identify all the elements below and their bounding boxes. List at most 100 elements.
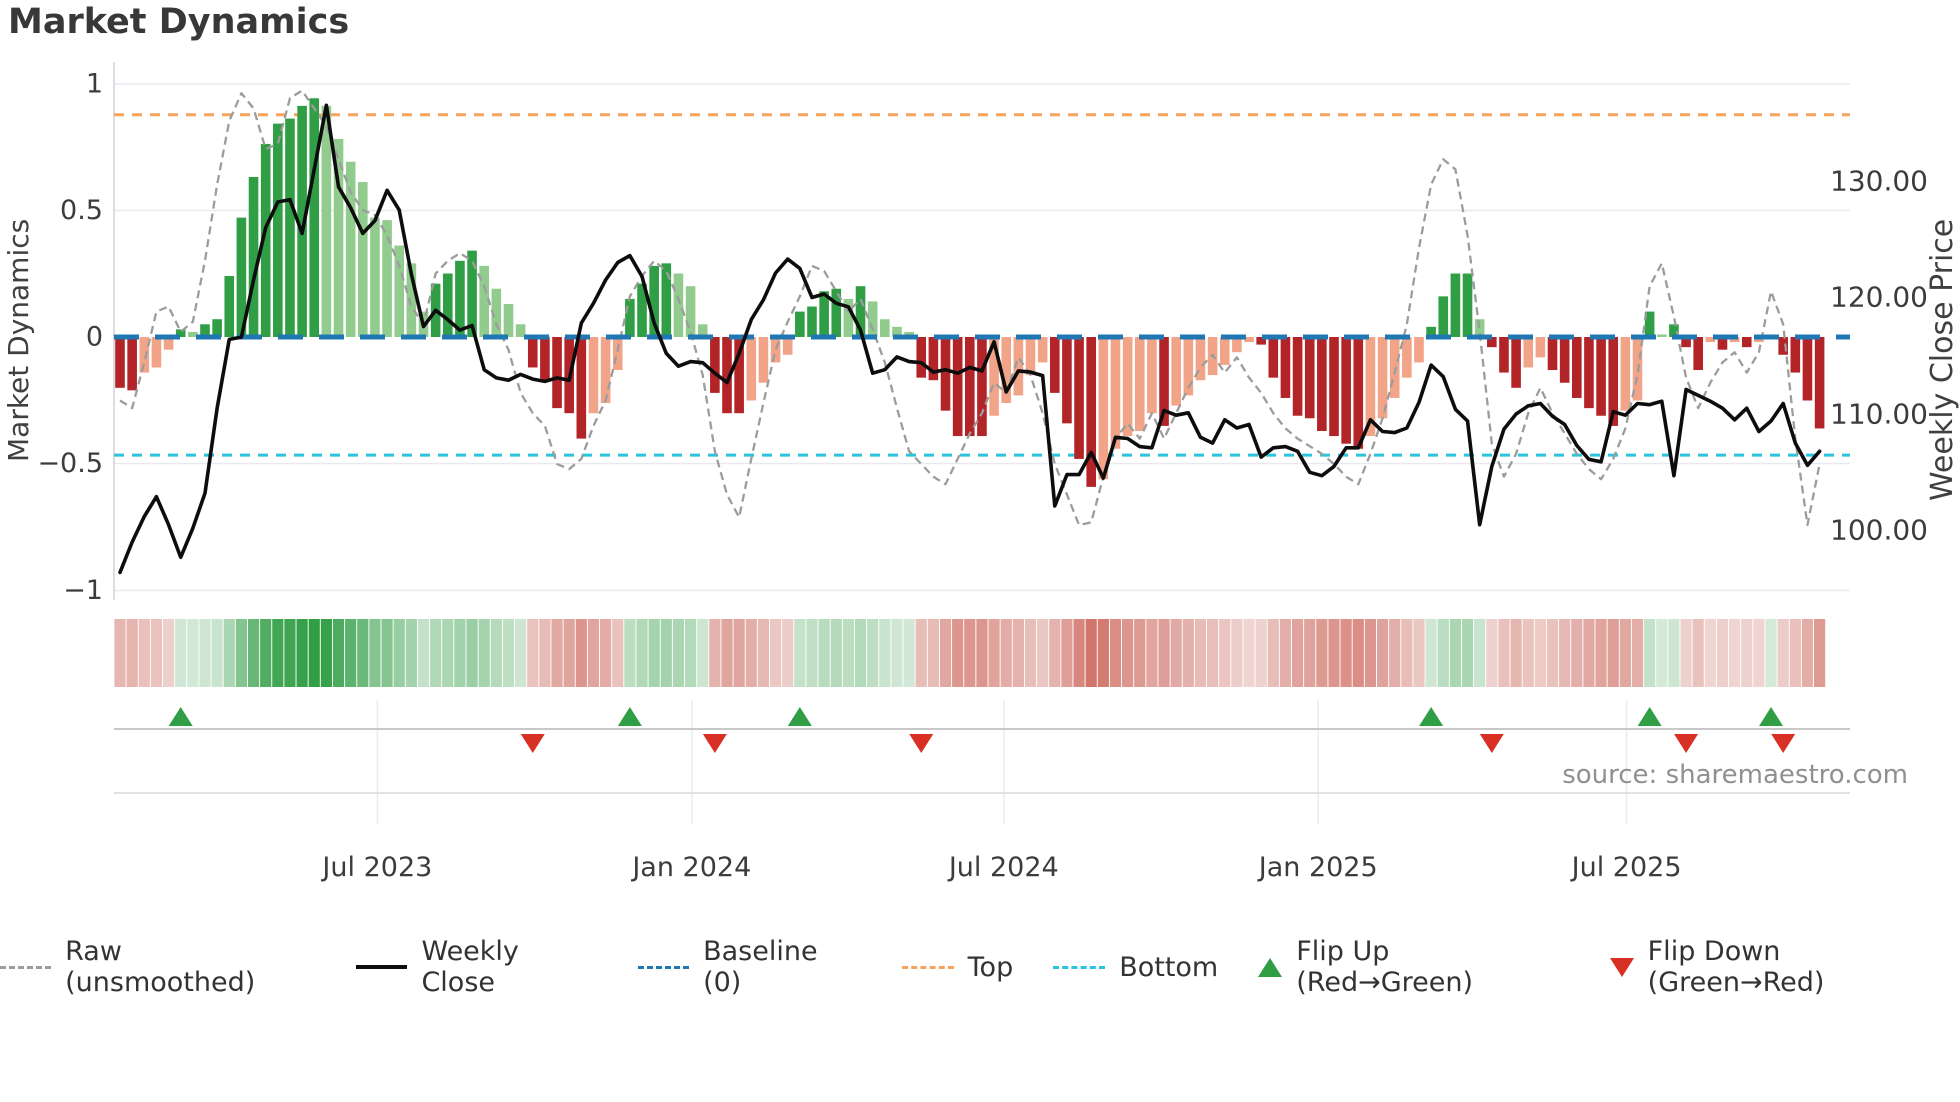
dynamics-bar xyxy=(989,337,999,416)
heatmap-cell xyxy=(1376,619,1389,687)
dynamics-bar xyxy=(673,273,684,337)
dynamics-bar xyxy=(1280,337,1291,398)
heatmap-cell xyxy=(1510,619,1522,687)
heatmap-cell xyxy=(357,619,369,687)
dynamics-bar xyxy=(1596,337,1606,416)
heatmap-cell xyxy=(1182,619,1194,687)
heatmap-cell xyxy=(721,619,733,687)
heatmap-cell xyxy=(1559,619,1571,687)
heatmap-cell xyxy=(1219,619,1231,687)
dynamics-bar xyxy=(867,301,878,337)
heatmap-cell xyxy=(782,619,794,687)
heatmap-cell xyxy=(175,619,187,687)
heatmap-cell xyxy=(757,619,770,687)
heatmap-cell xyxy=(381,619,393,687)
heatmap-cell xyxy=(1425,619,1437,687)
dynamics-bar xyxy=(1013,337,1024,396)
dynamics-bar xyxy=(1268,337,1279,378)
heatmap-cell xyxy=(430,619,442,687)
dynamics-bar xyxy=(612,337,623,371)
dynamics-bar xyxy=(1232,337,1242,353)
flip-up-marker xyxy=(1759,707,1784,726)
heatmap-cell xyxy=(454,619,466,687)
dynamics-bar xyxy=(1037,337,1048,363)
legend-label: Top xyxy=(967,951,1014,983)
heatmap-cell xyxy=(1024,619,1037,687)
dynamics-bar xyxy=(1256,337,1266,345)
dynamics-bar xyxy=(1681,337,1691,348)
legend-item: Baseline (0) xyxy=(637,936,862,998)
dynamics-bar xyxy=(515,324,526,337)
heatmap-cell xyxy=(1437,619,1449,687)
dynamics-bar xyxy=(649,265,659,337)
heatmap-cell xyxy=(1109,619,1122,687)
heatmap-cell xyxy=(199,619,211,687)
dynamics-bar xyxy=(1329,337,1339,437)
heatmap-cell xyxy=(417,619,430,687)
dynamics-bar xyxy=(540,337,550,381)
heatmap-cell xyxy=(891,619,903,687)
heatmap-cell xyxy=(1255,619,1267,687)
flip-down-marker xyxy=(1771,734,1796,753)
dynamics-bar xyxy=(115,337,125,388)
heatmap-cell xyxy=(1729,619,1741,687)
heatmap-cell xyxy=(515,619,527,687)
heatmap-cell xyxy=(915,619,927,687)
dynamics-bar xyxy=(552,337,562,409)
dynamics-bar xyxy=(625,298,635,337)
dynamics-bar xyxy=(904,331,914,337)
right-axis-tick: 120.00 xyxy=(1830,281,1928,314)
dashed-line-swatch-icon xyxy=(637,965,690,969)
dotted-line-swatch-icon xyxy=(1053,965,1106,969)
dynamics-bar xyxy=(1098,337,1109,480)
dynamics-bar xyxy=(588,337,599,414)
heatmap-cell xyxy=(1619,619,1631,687)
dynamics-bar xyxy=(333,138,344,337)
flip-up-marker xyxy=(1419,707,1444,726)
dynamics-bar xyxy=(273,123,283,337)
legend-item: Top xyxy=(901,951,1014,983)
dynamics-bar xyxy=(345,161,356,337)
dynamics-bar xyxy=(1389,337,1400,398)
heatmap-cell xyxy=(260,619,272,687)
dynamics-bar xyxy=(1122,337,1133,437)
heatmap-cell xyxy=(1061,619,1073,687)
heatmap-cell xyxy=(1522,619,1534,687)
flip-up-marker xyxy=(617,707,642,726)
heatmap-cell xyxy=(600,619,612,687)
x-axis-tick: Jan 2024 xyxy=(630,852,751,883)
dynamics-bar xyxy=(928,337,939,381)
legend-label: Baseline (0) xyxy=(703,936,818,998)
heatmap-cell xyxy=(1571,619,1583,687)
dynamics-bar xyxy=(188,331,198,337)
heatmap-cell xyxy=(345,619,357,687)
heatmap-cell xyxy=(709,619,721,687)
dynamics-bar xyxy=(491,288,502,337)
heatmap-cell xyxy=(1801,619,1814,687)
dynamics-bar xyxy=(1754,337,1764,343)
dynamics-bar xyxy=(1620,337,1631,411)
heatmap-cell xyxy=(1631,619,1644,687)
heatmap-cell xyxy=(539,619,551,687)
dynamics-bar xyxy=(394,245,405,337)
flip-down-marker xyxy=(702,734,727,753)
dynamics-bar xyxy=(1074,337,1084,459)
flip-down-marker xyxy=(520,734,545,753)
heatmap-cell xyxy=(1207,619,1219,687)
flip-up-marker xyxy=(1637,707,1662,726)
heatmap-cell xyxy=(405,619,417,687)
dynamics-bar xyxy=(843,298,854,337)
heatmap-cell xyxy=(527,619,539,687)
dynamics-bar xyxy=(442,273,453,337)
dynamics-bar xyxy=(1717,337,1728,350)
dynamics-bar xyxy=(1656,334,1667,337)
heatmap-cell xyxy=(332,619,345,687)
legend-item: Raw (unsmoothed) xyxy=(0,936,316,998)
x-axis-tick: Jul 2024 xyxy=(947,852,1059,883)
heatmap-cell xyxy=(733,619,745,687)
heatmap-cell xyxy=(1765,619,1777,687)
dynamics-bar xyxy=(600,337,611,404)
heatmap-cell xyxy=(272,619,284,687)
heatmap-cell xyxy=(769,619,782,687)
dynamics-bar xyxy=(758,337,769,383)
